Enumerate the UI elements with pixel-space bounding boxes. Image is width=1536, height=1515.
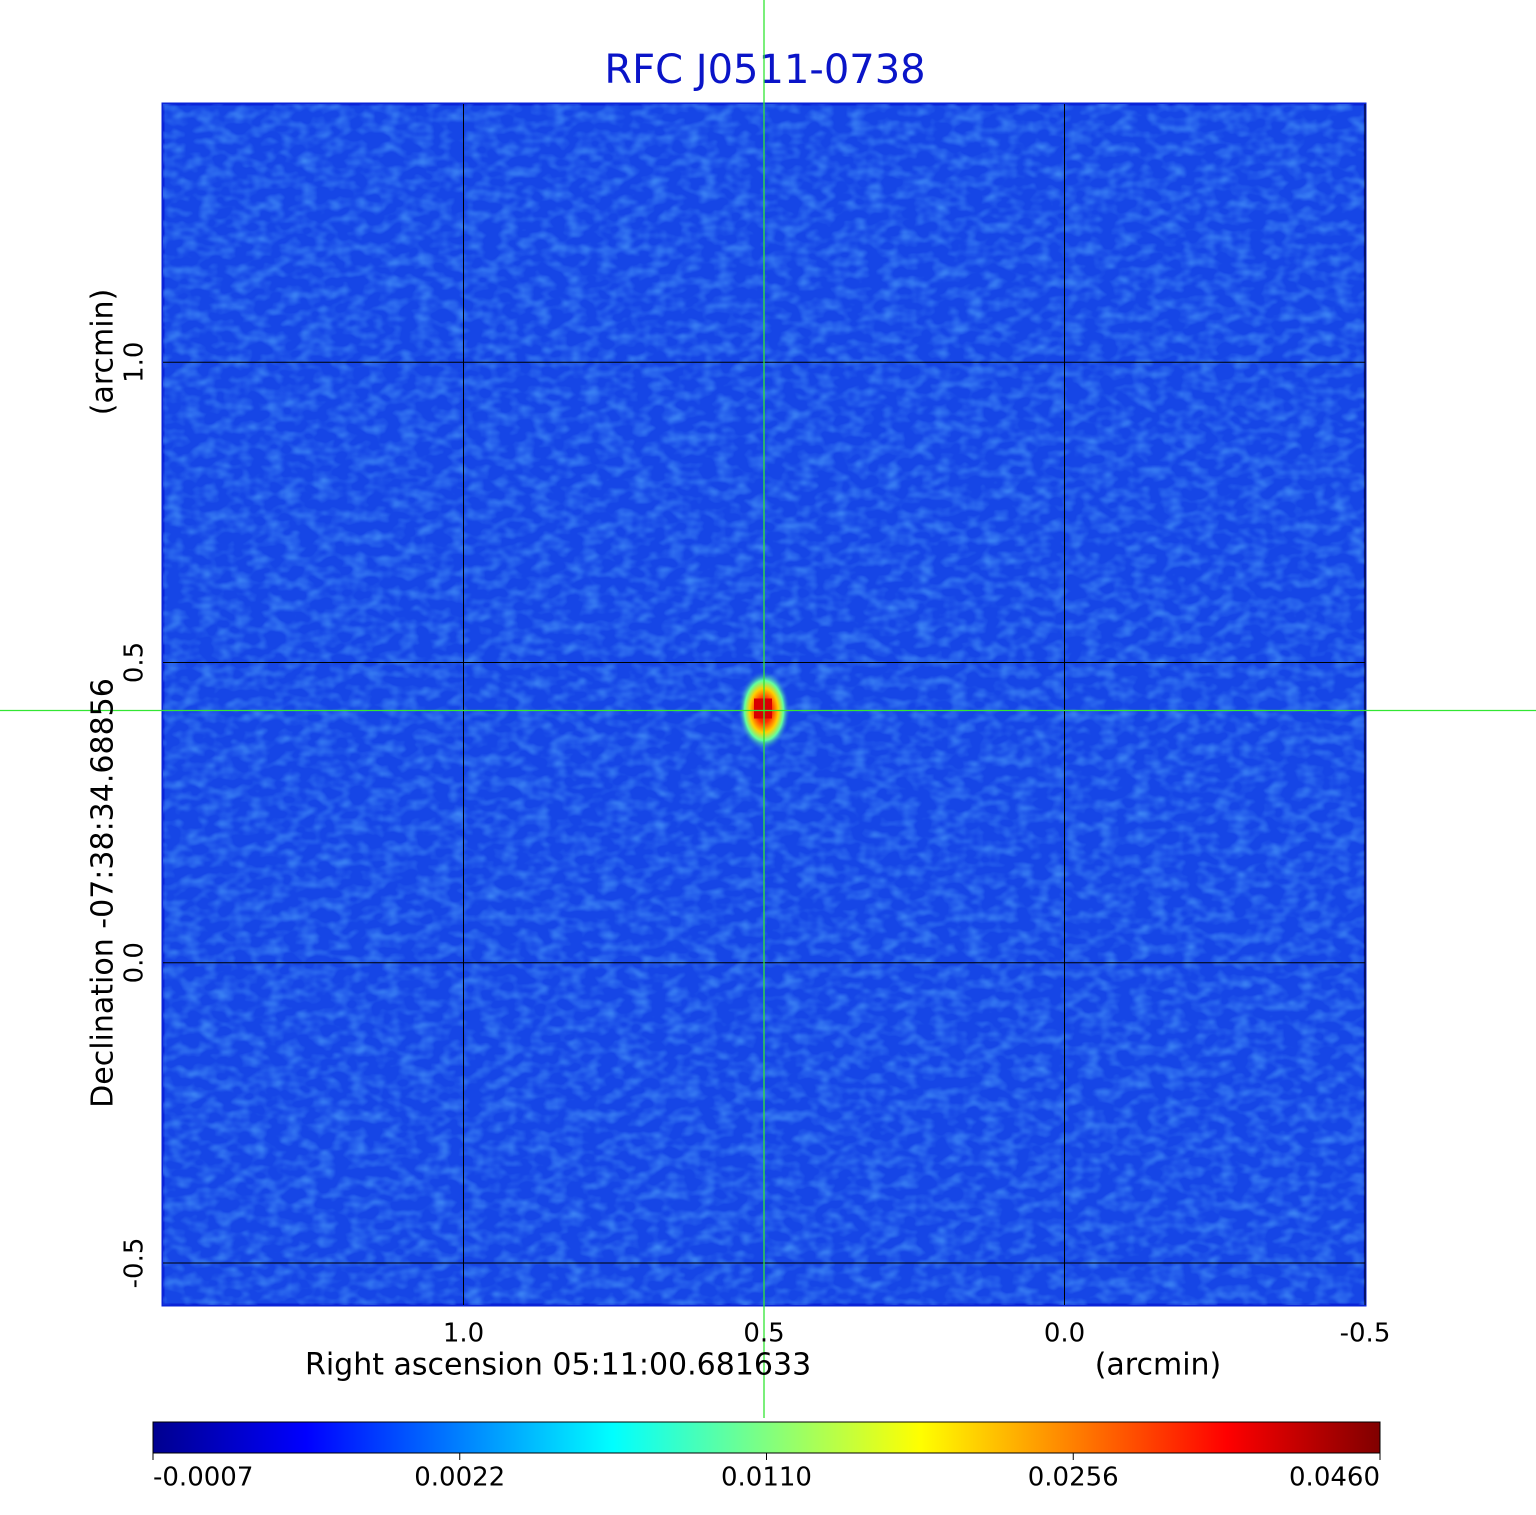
x-tick-label: 0.5 (743, 1319, 784, 1349)
x-axis-unit: (arcmin) (1095, 1348, 1222, 1383)
y-tick-label: 0.5 (120, 642, 150, 683)
x-tick-label: 1.0 (443, 1319, 484, 1349)
y-axis-label: Declination -07:38:34.68856 (86, 678, 121, 1108)
chart-title: RFC J0511-0738 (604, 47, 925, 93)
colorbar-tick-label: 0.0110 (721, 1463, 812, 1493)
colorbar-tick-label: 0.0256 (1028, 1463, 1119, 1493)
colorbar-tick-label: -0.0007 (153, 1463, 253, 1493)
y-tick-label: 1.0 (120, 342, 150, 383)
source-peak (754, 698, 772, 719)
colorbar-tick-label: 0.0460 (1289, 1463, 1380, 1493)
y-tick-label: -0.5 (120, 1238, 150, 1289)
colorbar (152, 1421, 1381, 1454)
x-axis-label: Right ascension 05:11:00.681633 (305, 1348, 811, 1383)
colorbar-tick-label: 0.0022 (414, 1463, 505, 1493)
x-tick-label: 0.0 (1044, 1319, 1085, 1349)
x-tick-label: -0.5 (1340, 1319, 1391, 1349)
y-axis-unit: (arcmin) (86, 289, 121, 416)
y-tick-label: 0.0 (120, 942, 150, 983)
